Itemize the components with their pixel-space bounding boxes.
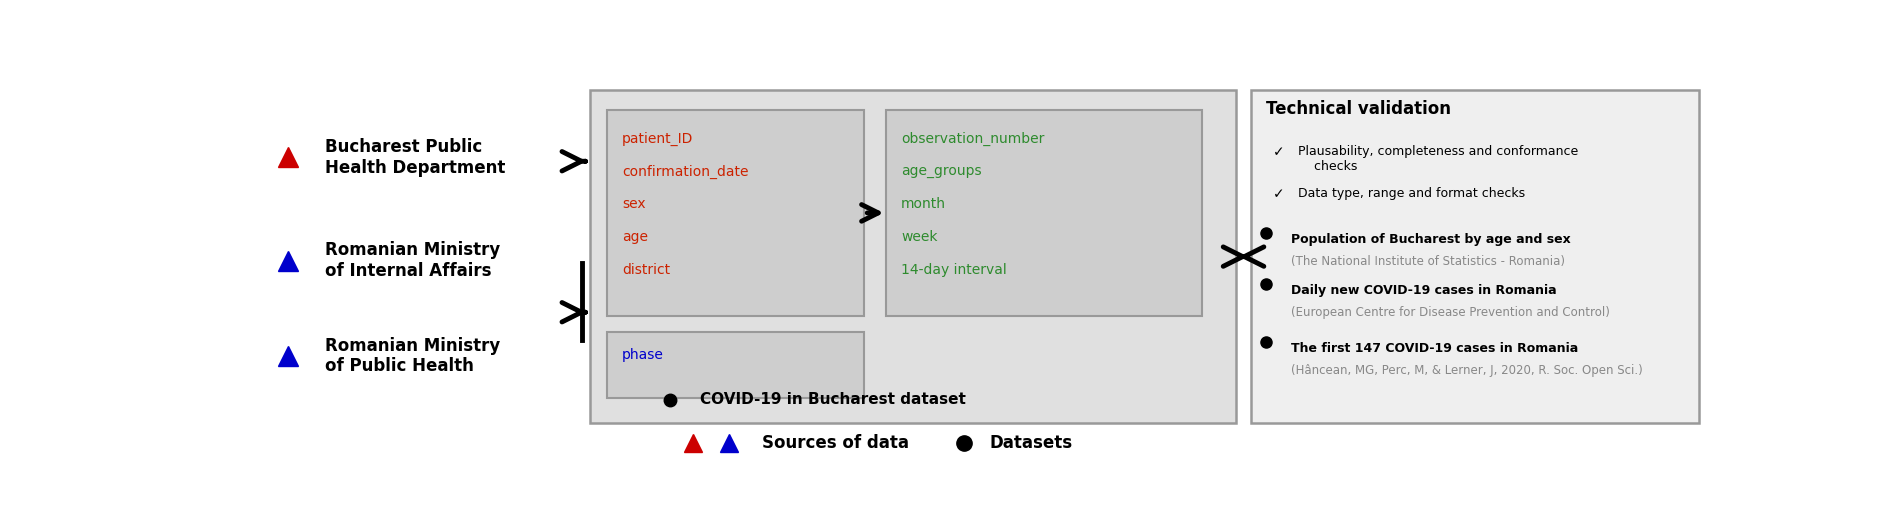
Text: The first 147 COVID-19 cases in Romania: The first 147 COVID-19 cases in Romania xyxy=(1291,342,1577,355)
Bar xyxy=(1251,90,1699,424)
Text: Technical validation: Technical validation xyxy=(1265,100,1450,118)
Text: age: age xyxy=(622,230,648,245)
Text: Bucharest Public
Health Department: Bucharest Public Health Department xyxy=(326,138,506,176)
Text: (The National Institute of Statistics - Romania): (The National Institute of Statistics - … xyxy=(1291,254,1564,268)
Text: (European Centre for Disease Prevention and Control): (European Centre for Disease Prevention … xyxy=(1291,307,1610,319)
Text: Daily new COVID-19 cases in Romania: Daily new COVID-19 cases in Romania xyxy=(1291,284,1557,297)
Text: age_groups: age_groups xyxy=(901,165,982,179)
Bar xyxy=(607,109,865,316)
Text: sex: sex xyxy=(622,198,647,212)
Text: 14-day interval: 14-day interval xyxy=(901,263,1007,278)
Text: month: month xyxy=(901,198,946,212)
Text: ✓: ✓ xyxy=(1272,187,1285,201)
Text: ✓: ✓ xyxy=(1272,146,1285,159)
Text: confirmation_date: confirmation_date xyxy=(622,165,749,179)
Text: observation_number: observation_number xyxy=(901,132,1045,146)
Text: phase: phase xyxy=(622,348,664,362)
Text: Data type, range and format checks: Data type, range and format checks xyxy=(1299,187,1524,200)
Text: Sources of data: Sources of data xyxy=(762,434,908,453)
Text: district: district xyxy=(622,263,669,278)
Text: Population of Bucharest by age and sex: Population of Bucharest by age and sex xyxy=(1291,233,1570,246)
Text: Romanian Ministry
of Public Health: Romanian Ministry of Public Health xyxy=(326,336,501,375)
Text: Romanian Ministry
of Internal Affairs: Romanian Ministry of Internal Affairs xyxy=(326,241,501,280)
Text: COVID-19 in Bucharest dataset: COVID-19 in Bucharest dataset xyxy=(700,392,965,407)
Text: (Hâncean, MG, Perc, M, & Lerner, J, 2020, R. Soc. Open Sci.): (Hâncean, MG, Perc, M, & Lerner, J, 2020… xyxy=(1291,364,1642,377)
Text: patient_ID: patient_ID xyxy=(622,132,694,146)
Bar xyxy=(887,109,1202,316)
Text: Datasets: Datasets xyxy=(990,434,1073,453)
Bar xyxy=(590,90,1236,424)
Text: Plausability, completeness and conformance
    checks: Plausability, completeness and conforman… xyxy=(1299,146,1577,173)
Text: week: week xyxy=(901,230,939,245)
Bar xyxy=(607,332,865,398)
